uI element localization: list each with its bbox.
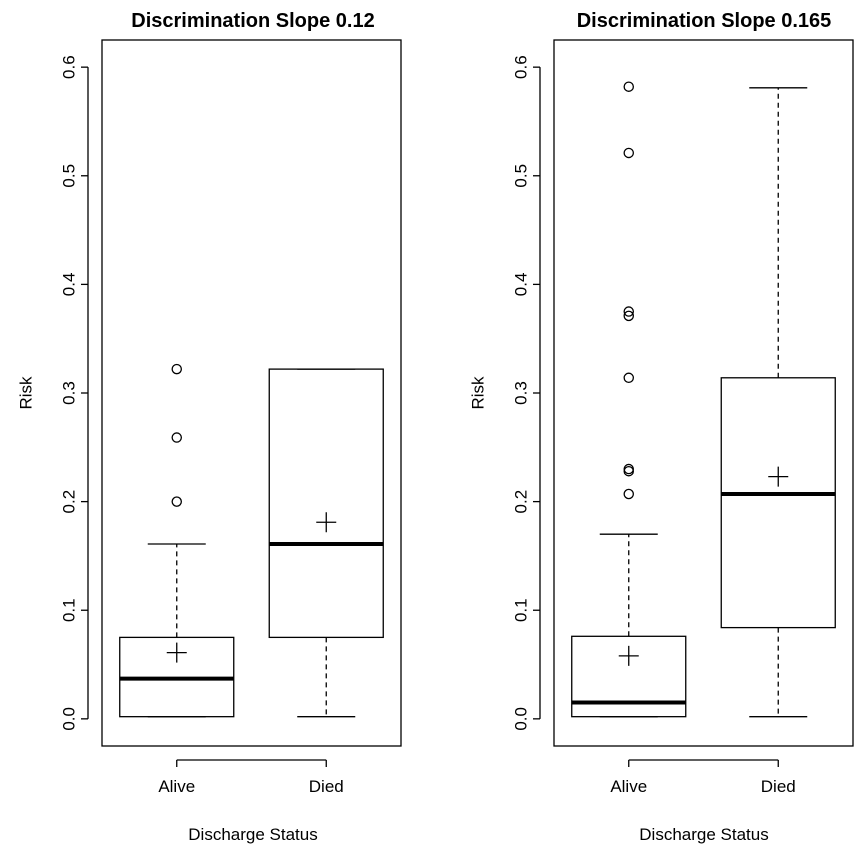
x-tick-label: Alive: [158, 777, 195, 796]
box-rect: [571, 635, 687, 718]
mean-marker: [768, 466, 789, 487]
y-tick-label: 0.0: [512, 707, 531, 731]
y-tick-label: 0.0: [60, 707, 79, 731]
x-axis-label: Discharge Status: [188, 825, 317, 844]
x-tick-label: Died: [309, 777, 344, 796]
y-axis-label: Risk: [17, 376, 36, 410]
outlier-point: [623, 488, 635, 500]
chart-title: Discrimination Slope 0.165: [577, 10, 832, 32]
y-tick-label: 0.5: [512, 164, 531, 188]
outlier-point: [623, 463, 635, 475]
outlier-point: [623, 310, 635, 322]
chart-title: Discrimination Slope 0.12: [131, 10, 374, 32]
box-rect: [720, 377, 836, 629]
y-tick-label: 0.1: [512, 598, 531, 622]
outlier-point: [171, 363, 182, 375]
mean-marker: [166, 642, 187, 663]
box-alive: [119, 363, 235, 718]
outlier-point: [171, 432, 182, 443]
outlier-point: [623, 147, 635, 159]
box-rect: [268, 368, 384, 639]
y-tick-label: 0.1: [60, 598, 79, 622]
y-tick-label: 0.4: [60, 273, 79, 297]
x-tick-label: Alive: [610, 777, 647, 796]
outlier-point: [171, 496, 182, 507]
mean-marker: [618, 645, 639, 666]
outlier-point: [623, 372, 635, 384]
box-died: [268, 368, 384, 718]
y-axis-label: Risk: [469, 376, 488, 410]
x-tick-label: Died: [761, 777, 796, 796]
y-tick-label: 0.5: [60, 164, 79, 188]
y-tick-label: 0.2: [512, 490, 531, 514]
outlier-point: [623, 306, 635, 317]
mean-marker: [316, 512, 337, 533]
y-tick-label: 0.6: [60, 55, 79, 79]
y-tick-label: 0.3: [512, 381, 531, 405]
y-tick-label: 0.3: [60, 381, 79, 405]
y-tick-label: 0.2: [60, 490, 79, 514]
outlier-point: [623, 81, 635, 92]
x-axis-label: Discharge Status: [639, 825, 768, 844]
chart-panel-1: Discrimination Slope 0.12 0.0 0.1 0.2 0.3 0.4…: [17, 10, 402, 844]
plot-frame: [101, 39, 402, 747]
chart-panel-2: Discrimination Slope 0.165 0.0 0.1 0.2 0.3 0.…: [469, 10, 854, 844]
plot-frame: [553, 39, 854, 747]
box-died: [720, 87, 836, 718]
outlier-point: [623, 465, 635, 477]
y-tick-label: 0.4: [512, 273, 531, 297]
box-alive: [571, 81, 687, 718]
y-tick-label: 0.6: [512, 55, 531, 79]
